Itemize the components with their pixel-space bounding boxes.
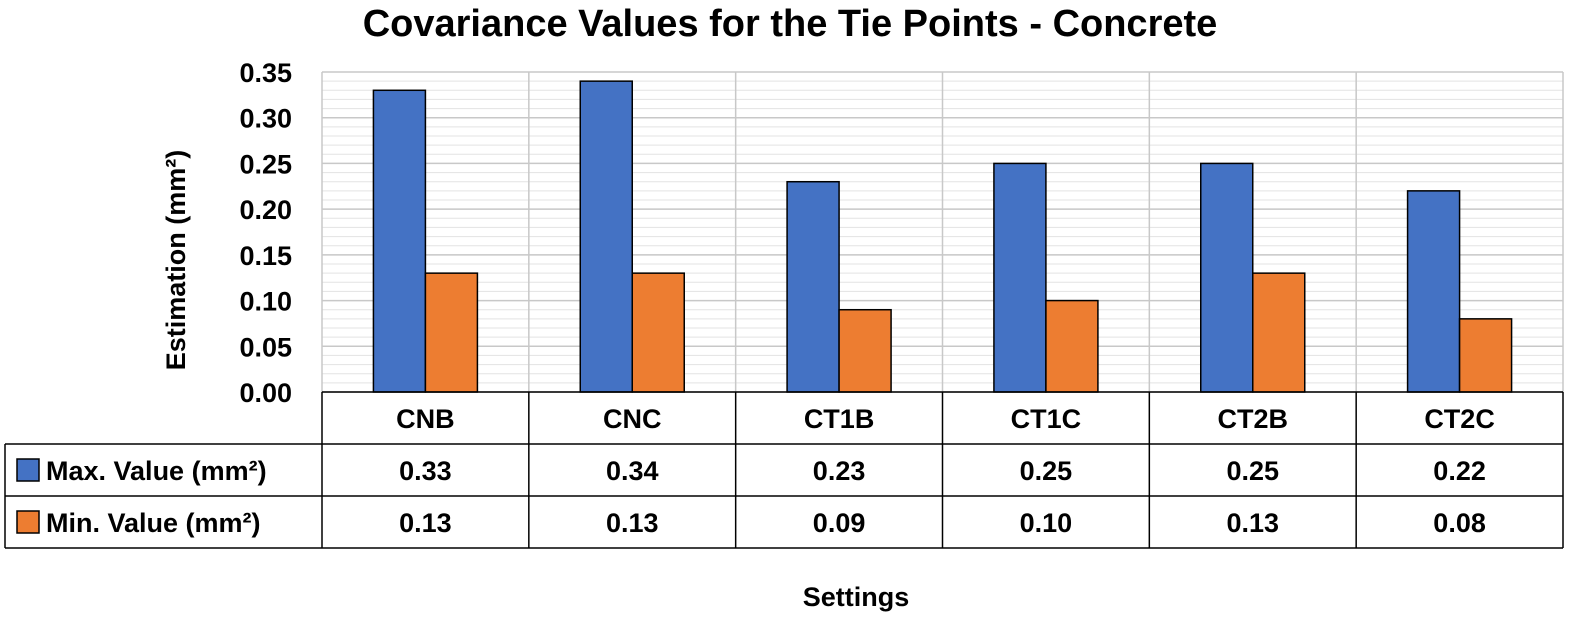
bar-min-ct2c: [1458, 318, 1513, 393]
bar-max-ct2b: [1200, 162, 1254, 393]
category-label: CT1C: [1011, 404, 1082, 434]
data-cell: 0.25: [1226, 456, 1279, 486]
data-cell: 0.22: [1433, 456, 1486, 486]
bars: [372, 80, 1513, 393]
y-tick-label: 0.35: [239, 58, 292, 88]
data-cell: 0.08: [1433, 508, 1486, 538]
data-cell: 0.33: [399, 456, 452, 486]
bar-min-ct2b: [1252, 272, 1306, 393]
bar-min-cnb: [424, 272, 479, 393]
bar-max-ct2c: [1406, 190, 1461, 393]
category-label: CT2B: [1217, 404, 1288, 434]
chart-title: Covariance Values for the Tie Points - C…: [363, 3, 1218, 45]
series-label: Max. Value (mm²): [46, 456, 267, 486]
y-tick-labels: 0.00 0.05 0.10 0.15 0.20 0.25 0.30 0.35: [239, 58, 292, 408]
y-tick-label: 0.30: [239, 104, 292, 134]
series-label: Min. Value (mm²): [46, 508, 261, 538]
category-label: CT2C: [1424, 404, 1495, 434]
data-cell: 0.13: [399, 508, 452, 538]
y-tick-label: 0.05: [239, 332, 292, 362]
data-cell: 0.13: [1226, 508, 1279, 538]
y-tick-label: 0.20: [239, 195, 292, 225]
y-tick-label: 0.15: [239, 241, 292, 271]
y-axis-label: Estimation (mm²): [161, 150, 191, 371]
bar-max-cnc: [579, 80, 633, 393]
y-tick-label: 0.10: [239, 287, 292, 317]
data-cell: 0.25: [1020, 456, 1073, 486]
y-tick-label: 0.25: [239, 149, 292, 179]
bar-max-ct1b: [786, 180, 840, 393]
bar-min-cnc: [631, 272, 685, 393]
data-cell: 0.34: [606, 456, 659, 486]
legend-key-max: [16, 458, 40, 482]
bar-min-ct1b: [838, 308, 892, 393]
data-cell: 0.09: [813, 508, 866, 538]
data-table: CNB CNC CT1B CT1C CT2B CT2C Max. Value (mm²) 0.…: [4, 391, 1564, 549]
y-tick-label: 0.00: [239, 378, 292, 408]
category-label: CNC: [603, 404, 662, 434]
bar-min-ct1c: [1045, 299, 1099, 393]
data-cell: 0.23: [813, 456, 866, 486]
gridlines: [321, 71, 1564, 393]
data-cell: 0.13: [606, 508, 659, 538]
x-axis-label: Settings: [803, 582, 910, 612]
category-label: CNB: [396, 404, 455, 434]
legend-key-min: [16, 510, 40, 534]
data-cell: 0.10: [1020, 508, 1073, 538]
bar-max-cnb: [372, 89, 427, 393]
bar-max-ct1c: [993, 162, 1047, 393]
category-label: CT1B: [804, 404, 875, 434]
